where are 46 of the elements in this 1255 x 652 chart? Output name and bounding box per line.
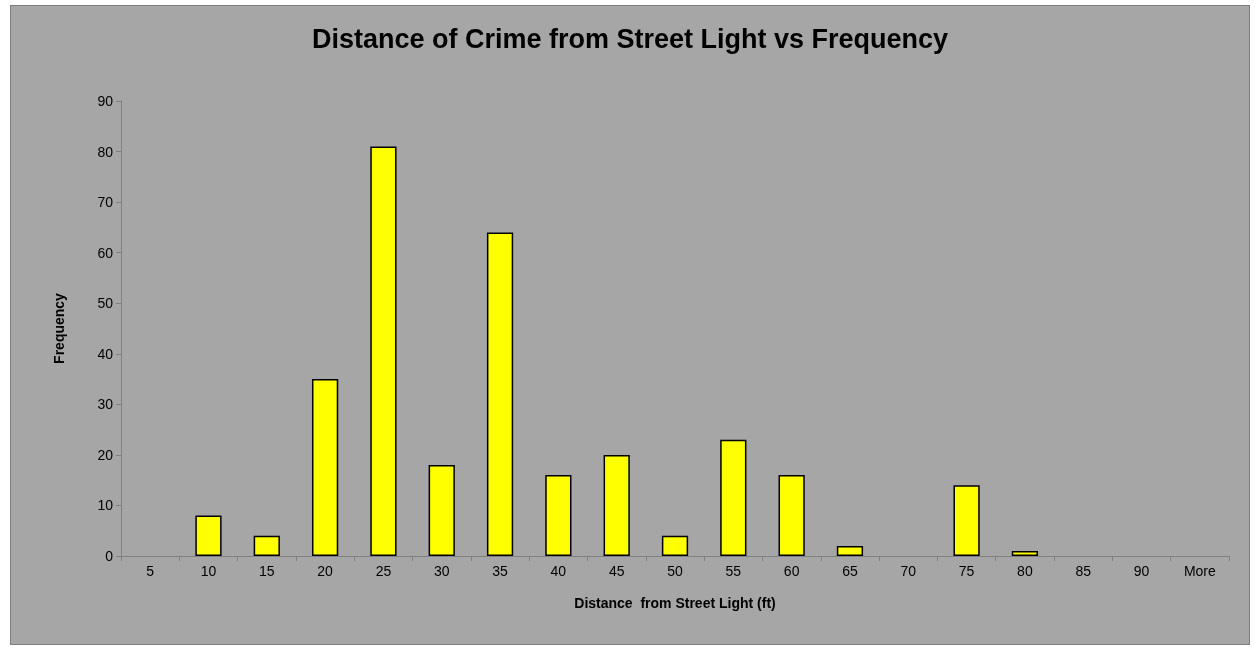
x-tick-label: 75 bbox=[958, 563, 975, 579]
y-tick-label: 10 bbox=[97, 497, 114, 514]
bar bbox=[661, 535, 689, 556]
y-tick-label: 40 bbox=[97, 345, 114, 362]
y-tick-label: 50 bbox=[97, 295, 114, 312]
bar bbox=[1011, 550, 1039, 556]
x-tick-label: 20 bbox=[317, 563, 334, 579]
y-axis-title: Frequency bbox=[51, 292, 67, 364]
bar bbox=[311, 379, 339, 556]
bar bbox=[486, 232, 514, 556]
y-tick-label: 60 bbox=[97, 244, 114, 261]
bar bbox=[195, 515, 222, 556]
x-tick-label: 30 bbox=[433, 563, 450, 579]
x-tick-label: 80 bbox=[1017, 563, 1033, 579]
y-tick-label: 70 bbox=[97, 194, 114, 211]
bar bbox=[720, 439, 747, 556]
x-tick-label: 65 bbox=[842, 563, 858, 579]
y-tick-label: 30 bbox=[97, 396, 114, 413]
x-tick-label: 70 bbox=[900, 563, 917, 579]
x-tick-label: 55 bbox=[725, 563, 742, 579]
bar bbox=[428, 465, 455, 556]
bar bbox=[778, 475, 805, 556]
x-tick-label: 40 bbox=[550, 563, 567, 579]
x-tick-label: More bbox=[1183, 563, 1216, 579]
bar bbox=[545, 475, 572, 556]
x-tick-label: 35 bbox=[492, 563, 509, 579]
x-axis-title: Distance from Street Light (ft) bbox=[574, 595, 776, 611]
bar bbox=[370, 146, 397, 556]
y-tick-label: 0 bbox=[105, 548, 114, 564]
x-tick-label: 10 bbox=[200, 563, 217, 579]
bar bbox=[603, 454, 630, 556]
x-tick-label: 25 bbox=[375, 563, 392, 579]
x-tick-label: 90 bbox=[1133, 563, 1150, 579]
y-tick-label: 20 bbox=[97, 446, 114, 463]
bar bbox=[253, 535, 280, 556]
x-tick-label: 60 bbox=[783, 563, 800, 579]
x-tick-label: 15 bbox=[259, 563, 275, 579]
bar bbox=[836, 545, 864, 556]
chart-title: Distance of Crime from Street Light vs Frequency bbox=[311, 23, 949, 54]
bar bbox=[953, 485, 980, 556]
x-tick-label: 50 bbox=[667, 563, 683, 579]
y-tick-label: 80 bbox=[97, 143, 114, 160]
x-tick-label: 45 bbox=[608, 563, 625, 579]
x-tick-label: 5 bbox=[146, 563, 155, 579]
x-tick-label: 85 bbox=[1075, 563, 1092, 579]
y-tick-label: 90 bbox=[97, 93, 114, 109]
